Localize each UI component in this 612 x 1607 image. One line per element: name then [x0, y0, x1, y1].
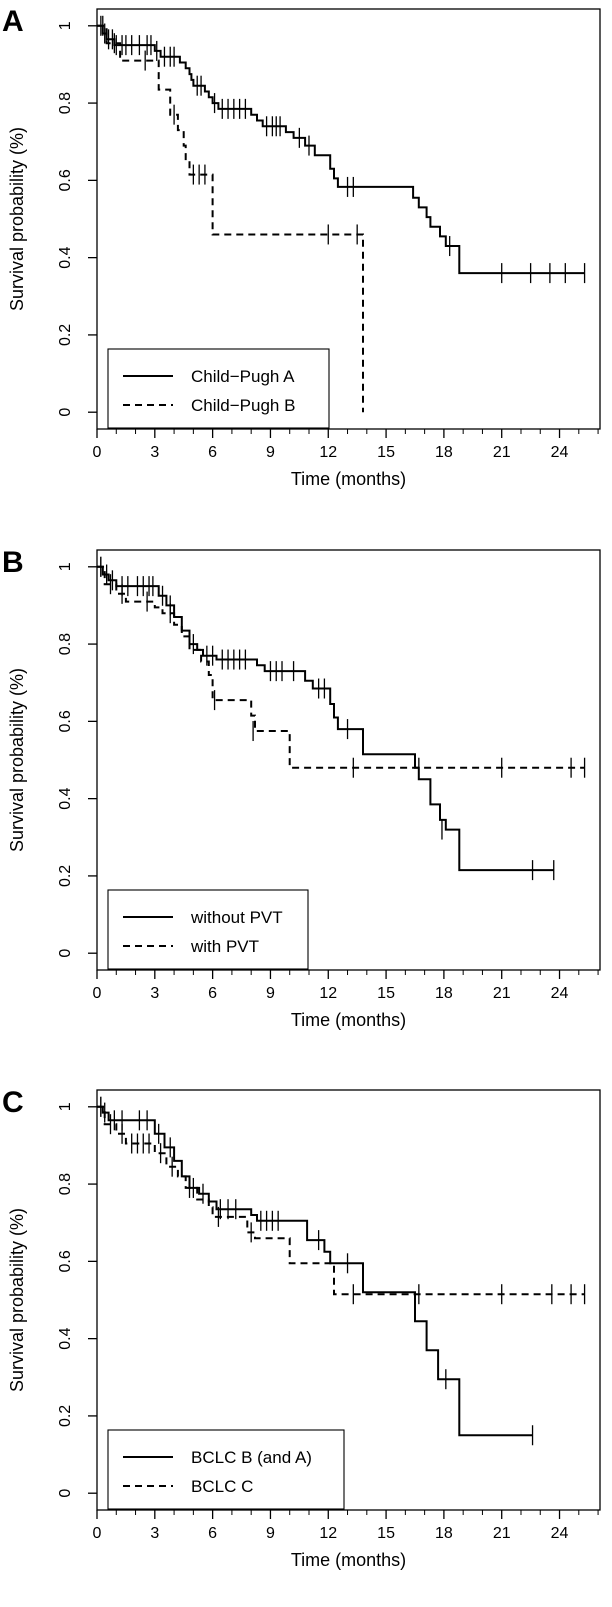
x-axis-title: Time (months) — [291, 469, 406, 489]
x-tick-label: 12 — [319, 985, 337, 1002]
x-tick-label: 6 — [208, 1525, 217, 1542]
y-axis-title: Survival probability (%) — [7, 668, 27, 852]
x-tick-label: 12 — [319, 1525, 337, 1542]
plot-frame — [96, 1089, 601, 1511]
panel-label: A — [2, 5, 24, 38]
x-tick-label: 9 — [266, 985, 275, 1002]
x-tick-label: 6 — [208, 985, 217, 1002]
y-tick-label: 0 — [57, 949, 74, 958]
chart-panel-a: A 0 3 6 9 12 15 18 21 24 Time (months) 0 0.2 0.4 0.6 0.… — [2, 5, 601, 489]
x-tick-label: 0 — [93, 985, 102, 1002]
plot-frame — [96, 8, 601, 430]
x-tick-label: 9 — [266, 1525, 275, 1542]
x-tick-label: 3 — [150, 985, 159, 1002]
y-axis-title: Survival probability (%) — [7, 1208, 27, 1392]
x-tick-label: 21 — [493, 444, 511, 461]
y-tick-label: 0.8 — [57, 633, 74, 655]
x-tick-label: 24 — [551, 444, 569, 461]
y-tick-label: 1 — [57, 562, 74, 571]
legend-box — [107, 1429, 345, 1510]
y-tick-label: 0.8 — [57, 1173, 74, 1195]
y-tick-label: 1 — [57, 1102, 74, 1111]
x-tick-label: 18 — [435, 444, 453, 461]
x-tick-label: 9 — [266, 444, 275, 461]
y-tick-label: 0.4 — [57, 1327, 74, 1349]
y-tick-label: 0.6 — [57, 710, 74, 732]
panel-label: B — [2, 546, 24, 579]
y-tick-label: 1 — [57, 21, 74, 30]
legend-label: BCLC C — [191, 1477, 253, 1496]
x-tick-label: 3 — [150, 1525, 159, 1542]
chart-panel-b: B 0 3 6 9 12 15 18 21 24 Time (months) 0 0.2 0.4 0.6 0.… — [2, 546, 601, 1030]
legend-label: Child−Pugh B — [191, 396, 295, 415]
y-axis-title: Survival probability (%) — [7, 127, 27, 311]
x-tick-label: 3 — [150, 444, 159, 461]
legend-label: Child−Pugh A — [191, 367, 295, 386]
y-tick-label: 0 — [57, 1489, 74, 1498]
y-tick-label: 0.6 — [57, 169, 74, 191]
x-tick-label: 18 — [435, 1525, 453, 1542]
y-tick-label: 0 — [57, 408, 74, 417]
chart-panel-c: C 0 3 6 9 12 15 18 21 24 Time (months) 0 0.2 0.4 0.6 0.… — [2, 1086, 601, 1570]
x-tick-label: 18 — [435, 985, 453, 1002]
x-tick-label: 21 — [493, 1525, 511, 1542]
x-tick-label: 24 — [551, 1525, 569, 1542]
x-tick-label: 15 — [377, 985, 395, 1002]
x-tick-label: 15 — [377, 1525, 395, 1542]
x-tick-label: 6 — [208, 444, 217, 461]
legend-box — [107, 348, 330, 429]
panel-label: C — [2, 1086, 24, 1119]
x-tick-label: 0 — [93, 444, 102, 461]
x-axis-title: Time (months) — [291, 1550, 406, 1570]
km-curve-dashed — [97, 1105, 585, 1296]
x-axis-title: Time (months) — [291, 1010, 406, 1030]
y-tick-label: 0.2 — [57, 1405, 74, 1427]
legend-label: with PVT — [190, 937, 259, 956]
plot-frame — [96, 549, 601, 971]
legend-box — [107, 889, 309, 970]
y-tick-label: 0.6 — [57, 1250, 74, 1272]
x-tick-label: 0 — [93, 1525, 102, 1542]
y-tick-label: 0.2 — [57, 865, 74, 887]
y-tick-label: 0.4 — [57, 787, 74, 809]
y-tick-label: 0.8 — [57, 92, 74, 114]
x-tick-label: 15 — [377, 444, 395, 461]
legend-label: BCLC B (and A) — [191, 1448, 312, 1467]
x-tick-label: 24 — [551, 985, 569, 1002]
y-tick-label: 0.4 — [57, 246, 74, 268]
km-curve-dashed — [97, 565, 585, 769]
legend-label: without PVT — [190, 908, 283, 927]
x-tick-label: 12 — [319, 444, 337, 461]
x-tick-label: 21 — [493, 985, 511, 1002]
y-tick-label: 0.2 — [57, 324, 74, 346]
km-curve-solid — [97, 1105, 533, 1437]
